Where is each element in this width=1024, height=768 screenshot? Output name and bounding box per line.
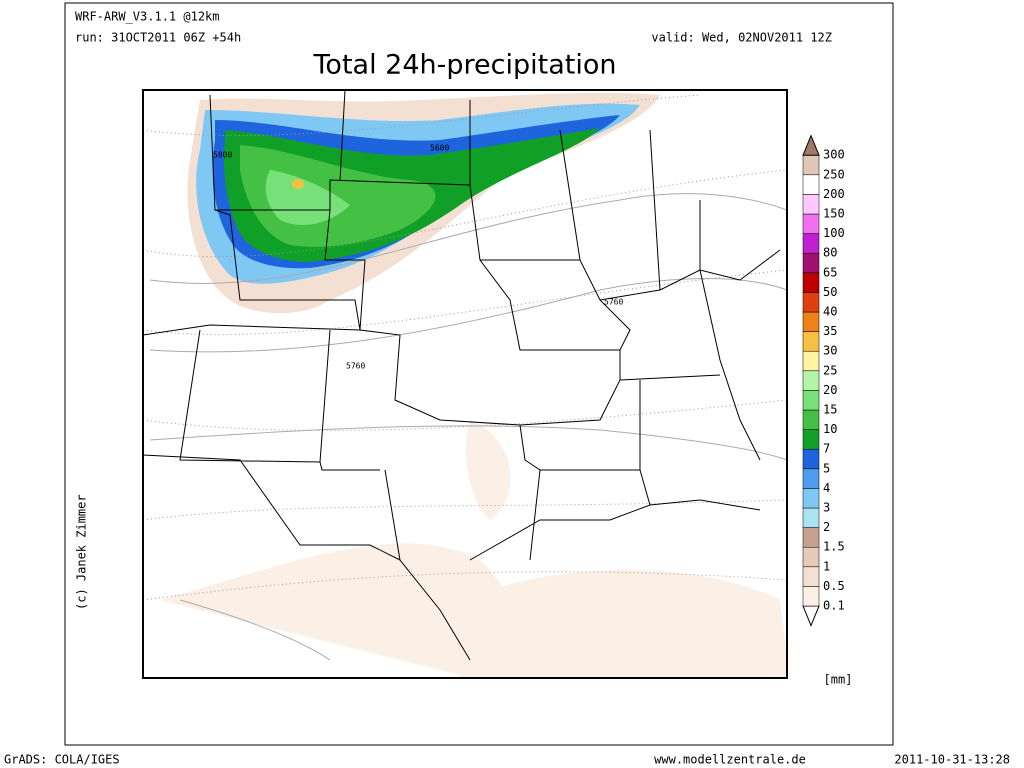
colorbar-box: [802, 370, 820, 391]
colorbar-box: [802, 174, 820, 195]
light-precip: [160, 420, 787, 678]
unit: [mm]: [824, 673, 853, 687]
colorbar-label: 4: [823, 481, 830, 495]
credit: (c) Janek Zimmer: [75, 494, 89, 610]
colorbar-label: 30: [823, 344, 837, 358]
colorbar-box: [802, 331, 820, 352]
colorbar-label: 5: [823, 461, 830, 475]
colorbar-label: 250: [823, 167, 845, 181]
title: Total 24h-precipitation: [313, 50, 617, 81]
colorbar-label: 1: [823, 559, 830, 573]
colorbar-box: [802, 350, 820, 372]
colorbar-label: 35: [823, 324, 837, 338]
colorbar-box: [802, 252, 820, 274]
contour-label: 5760: [604, 298, 623, 307]
colorbar-box: [802, 272, 820, 293]
valid: valid: Wed, 02NOV2011 12Z: [651, 31, 832, 45]
colorbar-label: 1.5: [823, 540, 845, 554]
footer-left: GrADS: COLA/IGES: [4, 753, 120, 767]
colorbar-box: [802, 409, 820, 430]
colorbar-label: 10: [823, 422, 837, 436]
colorbar-label: 25: [823, 363, 837, 377]
colorbar-label: 40: [823, 305, 837, 319]
model: WRF-ARW_V3.1.1 @12km: [75, 10, 220, 24]
contour-label: 5760: [346, 362, 365, 371]
colorbar-box: [802, 586, 820, 607]
colorbar-triangle: [802, 134, 820, 156]
colorbar-triangle: [802, 605, 820, 627]
state-borders: [143, 90, 781, 661]
colorbar-box: [802, 448, 820, 470]
colorbar-label: 100: [823, 226, 845, 240]
colorbar-box: [802, 546, 820, 568]
map: 5800 5600 5760 5760: [142, 89, 788, 679]
colorbar: 0.1 0.5 1 1.5 2 3 4 5 7 10 15 20 25 30 35 40 50 65 80 100 15…: [802, 134, 845, 627]
colorbar-label: 65: [823, 265, 837, 279]
colorbar-label: 300: [823, 148, 845, 162]
colorbar-label: 20: [823, 383, 837, 397]
colorbar-box: [802, 292, 820, 313]
colorbar-label: 3: [823, 501, 830, 515]
precip-6: [265, 170, 350, 225]
contour-label: 5800: [213, 151, 232, 160]
colorbar-box: [802, 213, 820, 234]
colorbar-box: [802, 154, 820, 176]
colorbar-label: 200: [823, 187, 845, 201]
height-contour: [149, 193, 787, 661]
colorbar-label: 150: [823, 207, 845, 221]
footer-right: 2011-10-31-13:28: [894, 753, 1010, 767]
colorbar-label: 0.5: [823, 579, 845, 593]
colorbar-label: 2: [823, 520, 830, 534]
colorbar-label: 7: [823, 442, 830, 456]
colorbar-box: [802, 507, 820, 528]
colorbar-box: [802, 488, 820, 509]
colorbar-label: 15: [823, 403, 837, 417]
contour-label: 5600: [430, 144, 449, 153]
colorbar-box: [802, 194, 820, 215]
colorbar-box: [802, 468, 820, 489]
colorbar-label: 0.1: [823, 599, 845, 613]
colorbar-box: [802, 566, 820, 587]
precip-max: [292, 179, 304, 189]
colorbar-box: [802, 311, 820, 332]
colorbar-box: [802, 233, 820, 254]
map-border: [142, 89, 788, 679]
footer-center: www.modellzentrale.de: [654, 753, 806, 767]
colorbar-box: [802, 429, 820, 450]
colorbar-label: 80: [823, 246, 837, 260]
colorbar-box: [802, 527, 820, 548]
frame: [64, 2, 894, 746]
run: run: 31OCT2011 06Z +54h: [75, 31, 241, 45]
colorbar-box: [802, 390, 820, 411]
colorbar-label: 50: [823, 285, 837, 299]
